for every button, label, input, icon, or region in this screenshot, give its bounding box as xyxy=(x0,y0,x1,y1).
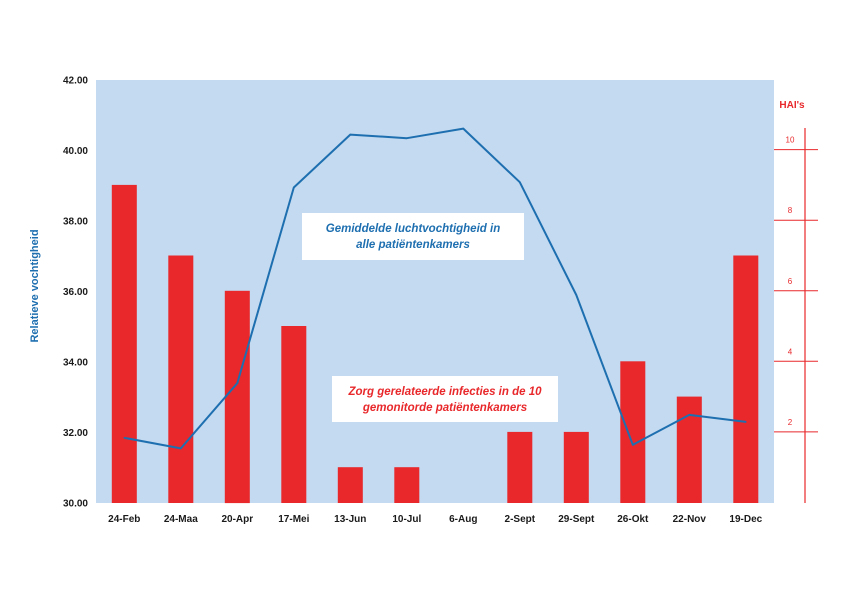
humidity-point xyxy=(745,421,747,423)
y-tick-label: 32.00 xyxy=(63,428,88,439)
x-tick-label: 22-Nov xyxy=(673,514,707,525)
humidity-point xyxy=(123,437,126,439)
x-tick-label: 24-Feb xyxy=(108,514,140,525)
humidity-line xyxy=(124,127,746,450)
left-axis-ticks: 30.00 32.00 34.00 36.00 38.00 40.00 42.00 xyxy=(63,76,88,510)
x-tick-label: 26-Okt xyxy=(617,514,649,525)
hai-bar xyxy=(394,467,420,503)
humidity-point xyxy=(519,181,521,183)
humidity-point xyxy=(293,186,295,189)
x-tick-label: 2-Sept xyxy=(505,514,536,525)
annotation-text: Zorg gerelateerde infecties in de 10 xyxy=(347,386,542,398)
annotation-text: gemonitorde patiëntenkamers xyxy=(362,402,527,414)
x-tick-label: 20-Apr xyxy=(221,514,253,525)
y-axis-label: Relatieve vochtigheid xyxy=(29,229,41,342)
y-tick-label: 40.00 xyxy=(63,146,88,157)
y2-axis-label: HAI's xyxy=(779,100,805,111)
x-axis-ticks: 24-Feb 24-Maa 20-Apr 17-Mei 13-Jun 10-Jul 6-Au… xyxy=(108,514,762,525)
humidity-point xyxy=(688,414,691,416)
x-tick-label: 10-Jul xyxy=(392,514,421,525)
hai-bars xyxy=(111,184,759,504)
x-tick-label: 24-Maa xyxy=(164,514,198,525)
x-tick-label: 13-Jun xyxy=(334,514,366,525)
hai-bar xyxy=(281,326,307,503)
annotation-text: alle patiëntenkamers xyxy=(356,239,470,251)
x-tick-label: 6-Aug xyxy=(449,514,477,525)
hai-bar xyxy=(620,361,646,503)
y-tick-label: 42.00 xyxy=(63,76,88,87)
y-tick-label: 34.00 xyxy=(63,358,88,369)
right-axis: 2 4 6 8 10 xyxy=(774,128,818,503)
hai-bar xyxy=(507,431,533,503)
humidity-point xyxy=(462,127,465,130)
right-tick-label: 10 xyxy=(786,136,795,145)
hai-bar xyxy=(733,255,759,503)
right-tick-label: 4 xyxy=(788,347,793,356)
hai-bar xyxy=(676,396,702,503)
x-tick-label: 29-Sept xyxy=(558,514,595,525)
annotation-text: Gemiddelde luchtvochtigheid in xyxy=(326,223,500,235)
x-tick-label: 17-Mei xyxy=(278,514,309,525)
x-tick-label: 19-Dec xyxy=(729,514,762,525)
y-tick-label: 36.00 xyxy=(63,287,88,298)
humidity-point xyxy=(575,294,578,296)
plot-area xyxy=(96,80,774,503)
hai-bar xyxy=(224,290,250,504)
humidity-line-layer xyxy=(123,127,747,450)
hai-bar xyxy=(563,431,589,503)
y-tick-label: 30.00 xyxy=(63,499,88,510)
humidity-point xyxy=(632,444,634,446)
humidity-point xyxy=(180,447,182,450)
y-tick-label: 38.00 xyxy=(63,217,88,228)
hai-bar xyxy=(168,255,194,503)
right-tick-label: 2 xyxy=(788,418,793,427)
humidity-point xyxy=(406,137,408,139)
right-tick-label: 6 xyxy=(788,277,793,286)
annotations: Gemiddelde luchtvochtigheid in alle patië… xyxy=(302,213,558,422)
hai-bar xyxy=(337,467,363,503)
humidity-point xyxy=(236,382,239,385)
annotation-box xyxy=(302,213,524,260)
hai-bar xyxy=(111,184,137,503)
humidity-point xyxy=(349,133,352,136)
right-tick-label: 8 xyxy=(788,206,793,215)
annotation-box xyxy=(332,376,558,422)
